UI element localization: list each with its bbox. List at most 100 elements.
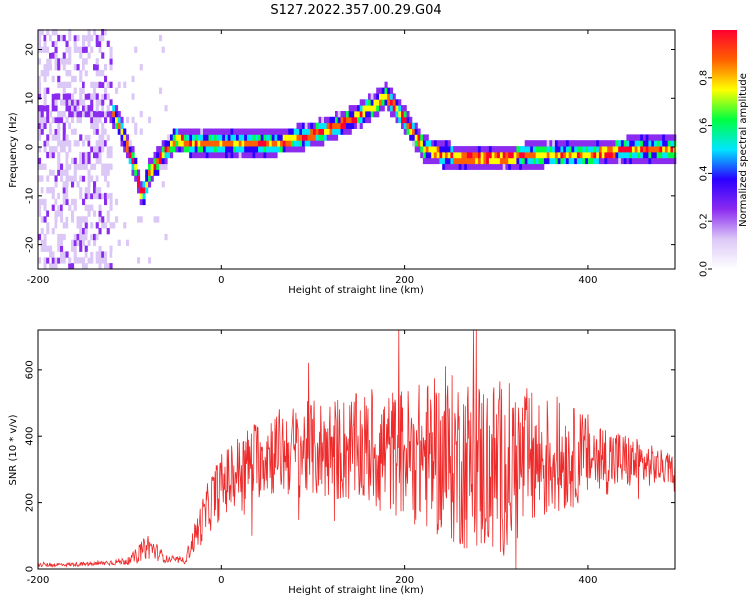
spectrogram-cell (84, 128, 88, 135)
spectrogram-cell (601, 140, 605, 147)
spectrogram-cell (464, 163, 468, 170)
spectrogram-cell (535, 140, 539, 147)
spectrogram-cell (60, 111, 64, 118)
spectrogram-cell (115, 216, 119, 223)
spectrogram-cell (439, 157, 443, 165)
spectrogram-cell (211, 134, 215, 141)
colorbar-tick-label: 0.8 (699, 70, 710, 86)
spectrogram-cell (335, 134, 339, 141)
spectrogram-cell (46, 140, 50, 147)
spectrogram-frame (37, 29, 676, 270)
spectrogram-cell (167, 134, 171, 141)
spectrogram-cell (82, 151, 86, 159)
spectrogram-cell (266, 140, 270, 147)
spectrogram-cell (464, 151, 468, 159)
spectrogram-cell (101, 93, 105, 100)
spectrogram-cell (73, 99, 77, 106)
spectrogram-cell (642, 140, 646, 147)
spectrogram-cell (332, 122, 336, 129)
spectrogram-cell (54, 122, 58, 129)
spectrogram-cell (302, 128, 306, 135)
spectrogram-cell (266, 151, 270, 159)
spectrogram-cell (483, 146, 487, 153)
spectrogram-cell (288, 128, 292, 135)
spectrogram-cell (461, 163, 465, 170)
spectrogram-cell (170, 134, 174, 141)
spectrogram-cell (469, 163, 473, 170)
spectrogram-cell (219, 151, 223, 159)
spectrogram-cell (167, 151, 171, 159)
spectrogram-cell (62, 64, 66, 71)
spectrogram-cell (554, 146, 558, 153)
spectrogram-cell (310, 134, 314, 141)
spectrogram-cell (142, 187, 146, 194)
spectrogram-cell (95, 175, 99, 182)
spectrogram-cell (123, 146, 127, 153)
spectrogram-cell (82, 40, 86, 47)
spectrogram-cell (499, 151, 503, 159)
spectrogram-cell (318, 128, 322, 135)
spectrogram-cell (464, 157, 468, 165)
spectrogram-cell (57, 245, 61, 252)
spectrogram-cell (40, 187, 44, 194)
spectrogram-cell (68, 257, 72, 264)
spectrogram-cell (101, 257, 105, 264)
spectrogram-cell (109, 64, 113, 71)
spectrogram-cell (65, 58, 69, 65)
spectrogram-cell (406, 111, 410, 118)
spectrogram-cell (598, 146, 602, 153)
spectrogram-cell (82, 140, 86, 147)
spectrogram-cell (60, 116, 64, 124)
spectrogram-cell (651, 151, 655, 159)
spectrogram-cell (90, 99, 94, 106)
spectrogram-cell (46, 116, 50, 124)
spectrogram-cell (530, 157, 534, 165)
spectrogram-cell (90, 233, 94, 241)
spectrogram-cell (76, 192, 80, 200)
spectrogram-cell (565, 146, 569, 153)
spectrogram-cell (241, 140, 245, 147)
spectrogram-cell (466, 157, 470, 165)
spectrogram-cell (87, 181, 91, 188)
spectrogram-cell (376, 87, 380, 94)
spectrogram-cell (392, 99, 396, 106)
spectrogram-cell (384, 87, 388, 94)
spectrogram-cell (656, 140, 660, 147)
spectrogram-cell (425, 157, 429, 165)
spectrogram-cell (304, 122, 308, 129)
spectrogram-cell (304, 128, 308, 135)
spectrogram-cell (491, 163, 495, 170)
spectrogram-cell (277, 140, 281, 147)
spectrogram-cell (71, 263, 75, 270)
spectrogram-cell (483, 151, 487, 159)
spectrogram-cell (258, 128, 262, 135)
x-tick-label: -200 (27, 275, 50, 286)
spectrogram-cell (101, 216, 105, 223)
spectrogram-cell (607, 151, 611, 159)
spectrogram-cell (87, 192, 91, 200)
spectrogram-cell (49, 58, 53, 65)
spectrogram-cell (109, 52, 113, 59)
spectrogram-cell (293, 140, 297, 147)
spectrogram-cell (483, 163, 487, 170)
spectrogram-cell (131, 116, 135, 124)
spectrogram-cell (137, 216, 141, 223)
spectrogram-cell (170, 140, 174, 147)
spectrogram-cell (73, 46, 77, 53)
spectrogram-cell (315, 122, 319, 129)
spectrogram-cell (422, 140, 426, 147)
spectrogram-cell (629, 140, 633, 147)
y-tick-label: 10 (25, 92, 36, 105)
spectrogram-cell (87, 140, 91, 147)
spectrogram-cell (115, 111, 119, 118)
spectrogram-cell (131, 163, 135, 170)
spectrogram-cell (43, 93, 47, 100)
spectrogram-cell (60, 140, 64, 147)
spectrogram-cell (161, 151, 165, 159)
spectrogram-cell (439, 151, 443, 159)
spectrogram-cell (43, 198, 47, 206)
spectrogram-cell (40, 198, 44, 206)
spectrogram-cell (252, 140, 256, 147)
spectrogram-cell (337, 128, 341, 135)
spectrogram-cell (266, 134, 270, 141)
